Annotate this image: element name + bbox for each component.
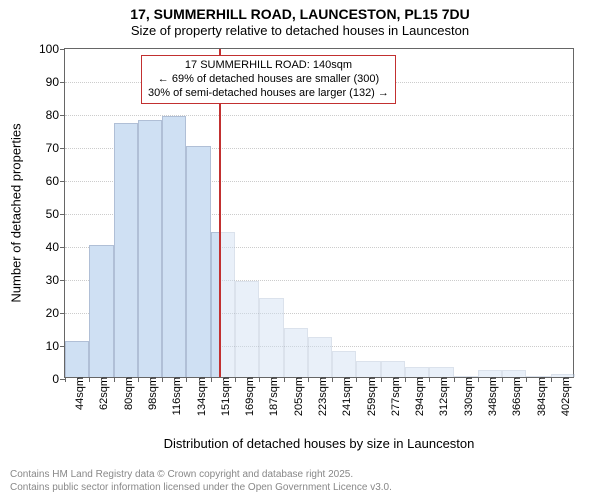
- histogram-bar: [381, 361, 405, 378]
- histogram-bar: [89, 245, 113, 377]
- y-tick-label: 90: [46, 75, 65, 89]
- y-axis-title: Number of detached properties: [9, 123, 24, 302]
- histogram-bar: [235, 281, 259, 377]
- x-tick-mark: [526, 377, 527, 382]
- annotation-line: ← 69% of detached houses are smaller (30…: [148, 73, 389, 87]
- x-tick-label: 241sqm: [335, 377, 353, 416]
- annotation-line: 17 SUMMERHILL ROAD: 140sqm: [148, 59, 389, 73]
- histogram-bar: [429, 367, 453, 377]
- x-tick-mark: [551, 377, 552, 382]
- x-tick-mark: [454, 377, 455, 382]
- x-tick-mark: [381, 377, 382, 382]
- y-tick-label: 0: [52, 372, 65, 386]
- x-tick-mark: [235, 377, 236, 382]
- x-tick-label: 259sqm: [360, 377, 378, 416]
- histogram-bar: [219, 232, 235, 377]
- y-tick-label: 30: [46, 273, 65, 287]
- x-tick-mark: [138, 377, 139, 382]
- x-tick-mark: [162, 377, 163, 382]
- x-tick-mark: [186, 377, 187, 382]
- histogram-bar: [138, 120, 162, 377]
- x-tick-label: 205sqm: [287, 377, 305, 416]
- y-tick-label: 50: [46, 207, 65, 221]
- x-tick-label: 44sqm: [68, 377, 86, 410]
- x-tick-label: 62sqm: [92, 377, 110, 410]
- x-tick-mark: [211, 377, 212, 382]
- x-tick-label: 80sqm: [117, 377, 135, 410]
- x-tick-label: 169sqm: [238, 377, 256, 416]
- plot-area: 010203040506070809010044sqm62sqm80sqm98s…: [64, 48, 574, 378]
- x-tick-label: 187sqm: [262, 377, 280, 416]
- x-tick-mark: [308, 377, 309, 382]
- footer-line: Contains HM Land Registry data © Crown c…: [10, 469, 590, 482]
- x-tick-mark: [259, 377, 260, 382]
- x-tick-label: 402sqm: [554, 377, 572, 416]
- x-tick-label: 384sqm: [530, 377, 548, 416]
- x-axis-title: Distribution of detached houses by size …: [164, 436, 475, 451]
- x-tick-mark: [284, 377, 285, 382]
- annotation-box: 17 SUMMERHILL ROAD: 140sqm← 69% of detac…: [141, 55, 396, 104]
- histogram-bar: [405, 367, 429, 377]
- x-tick-mark: [356, 377, 357, 382]
- histogram-bar: [211, 232, 220, 377]
- x-tick-label: 98sqm: [141, 377, 159, 410]
- chart-container: { "title": "17, SUMMERHILL ROAD, LAUNCES…: [0, 0, 600, 500]
- footer-line: Contains public sector information licen…: [10, 482, 590, 495]
- histogram-bar: [186, 146, 210, 377]
- y-tick-label: 40: [46, 240, 65, 254]
- y-tick-label: 100: [39, 42, 65, 56]
- x-tick-label: 294sqm: [408, 377, 426, 416]
- x-tick-mark: [478, 377, 479, 382]
- histogram-bar: [332, 351, 356, 377]
- x-tick-mark: [89, 377, 90, 382]
- x-tick-label: 151sqm: [214, 377, 232, 416]
- histogram-bar: [502, 370, 526, 377]
- annotation-line: 30% of semi-detached houses are larger (…: [148, 87, 389, 101]
- x-tick-mark: [502, 377, 503, 382]
- y-tick-label: 20: [46, 306, 65, 320]
- histogram-bar: [284, 328, 308, 378]
- chart-title: 17, SUMMERHILL ROAD, LAUNCESTON, PL15 7D…: [0, 0, 600, 23]
- chart-footer: Contains HM Land Registry data © Crown c…: [0, 465, 600, 500]
- y-tick-label: 70: [46, 141, 65, 155]
- histogram-bar: [478, 370, 502, 377]
- x-tick-mark: [114, 377, 115, 382]
- x-tick-mark: [405, 377, 406, 382]
- x-tick-label: 116sqm: [165, 377, 183, 415]
- histogram-bar: [114, 123, 138, 377]
- y-tick-label: 80: [46, 108, 65, 122]
- histogram-bar: [259, 298, 283, 377]
- histogram-bar: [65, 341, 89, 377]
- x-tick-label: 223sqm: [311, 377, 329, 416]
- x-tick-mark: [429, 377, 430, 382]
- chart-subtitle: Size of property relative to detached ho…: [0, 23, 600, 39]
- x-tick-label: 330sqm: [457, 377, 475, 416]
- x-tick-label: 348sqm: [481, 377, 499, 416]
- grid-line: [65, 115, 573, 116]
- x-tick-label: 366sqm: [505, 377, 523, 416]
- histogram-bar: [162, 116, 186, 377]
- x-tick-label: 312sqm: [432, 377, 450, 416]
- x-tick-label: 134sqm: [190, 377, 208, 416]
- x-tick-label: 277sqm: [384, 377, 402, 416]
- x-tick-mark: [332, 377, 333, 382]
- y-tick-label: 60: [46, 174, 65, 188]
- histogram-bar: [356, 361, 380, 378]
- y-tick-label: 10: [46, 339, 65, 353]
- x-tick-mark: [65, 377, 66, 382]
- histogram-bar: [308, 337, 332, 377]
